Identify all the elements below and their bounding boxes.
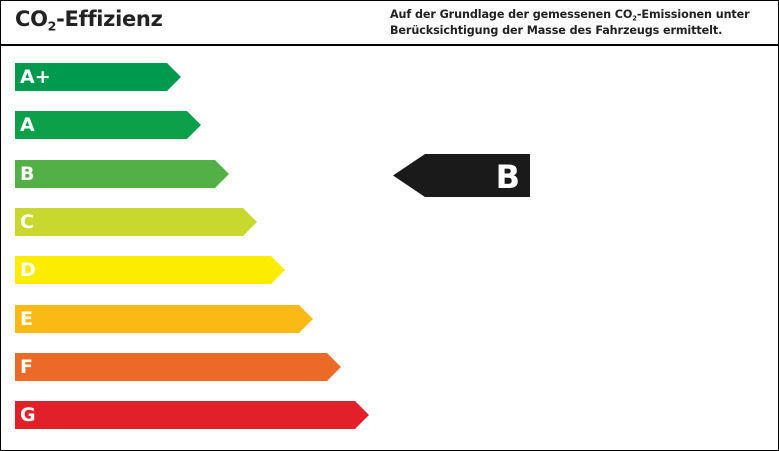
class-arrow-a — [15, 111, 201, 139]
class-arrow-a-plus — [15, 63, 181, 91]
class-bar-a: A — [15, 111, 201, 139]
class-bar-g: G — [15, 401, 369, 429]
rating-indicator: B — [393, 154, 530, 197]
class-arrow-g — [15, 401, 369, 429]
class-bar-d: D — [15, 256, 285, 284]
title-subscript: 2 — [47, 18, 57, 34]
class-label-a-plus: A+ — [20, 66, 51, 88]
class-label-b: B — [20, 163, 35, 185]
class-arrow-e — [15, 305, 313, 333]
class-bar-a-plus: A+ — [15, 63, 181, 91]
class-bar-e: E — [15, 305, 313, 333]
class-label-a: A — [20, 114, 35, 136]
class-label-f: F — [20, 356, 33, 378]
label-title: CO2-Effizienz — [15, 7, 163, 34]
description-text-1a: Auf der Grundlage der gemessenen CO — [390, 8, 633, 21]
class-bar-c: C — [15, 208, 257, 236]
description-line-2: Berücksichtigung der Masse des Fahrzeugs… — [390, 24, 723, 37]
label-description: Auf der Grundlage der gemessenen CO2-Emi… — [390, 7, 770, 39]
class-label-c: C — [20, 211, 34, 233]
class-label-g: G — [20, 404, 36, 426]
description-line-1: Auf der Grundlage der gemessenen CO2-Emi… — [390, 7, 770, 23]
label-header: CO2-Effizienz Auf der Grundlage der geme… — [1, 1, 778, 46]
title-co: CO — [15, 7, 48, 31]
class-arrow-b — [15, 160, 229, 188]
class-arrow-c — [15, 208, 257, 236]
description-text-1b: -Emissionen unter — [636, 8, 750, 21]
description-subscript: 2 — [632, 14, 637, 23]
class-arrow-f — [15, 353, 341, 381]
rating-arrow — [393, 154, 530, 197]
rating-label: B — [495, 158, 520, 196]
class-bar-b: B — [15, 160, 229, 188]
class-label-e: E — [20, 308, 33, 330]
class-arrow-d — [15, 256, 285, 284]
class-label-d: D — [20, 259, 36, 281]
title-effizienz: -Effizienz — [56, 7, 163, 31]
class-bar-f: F — [15, 353, 341, 381]
